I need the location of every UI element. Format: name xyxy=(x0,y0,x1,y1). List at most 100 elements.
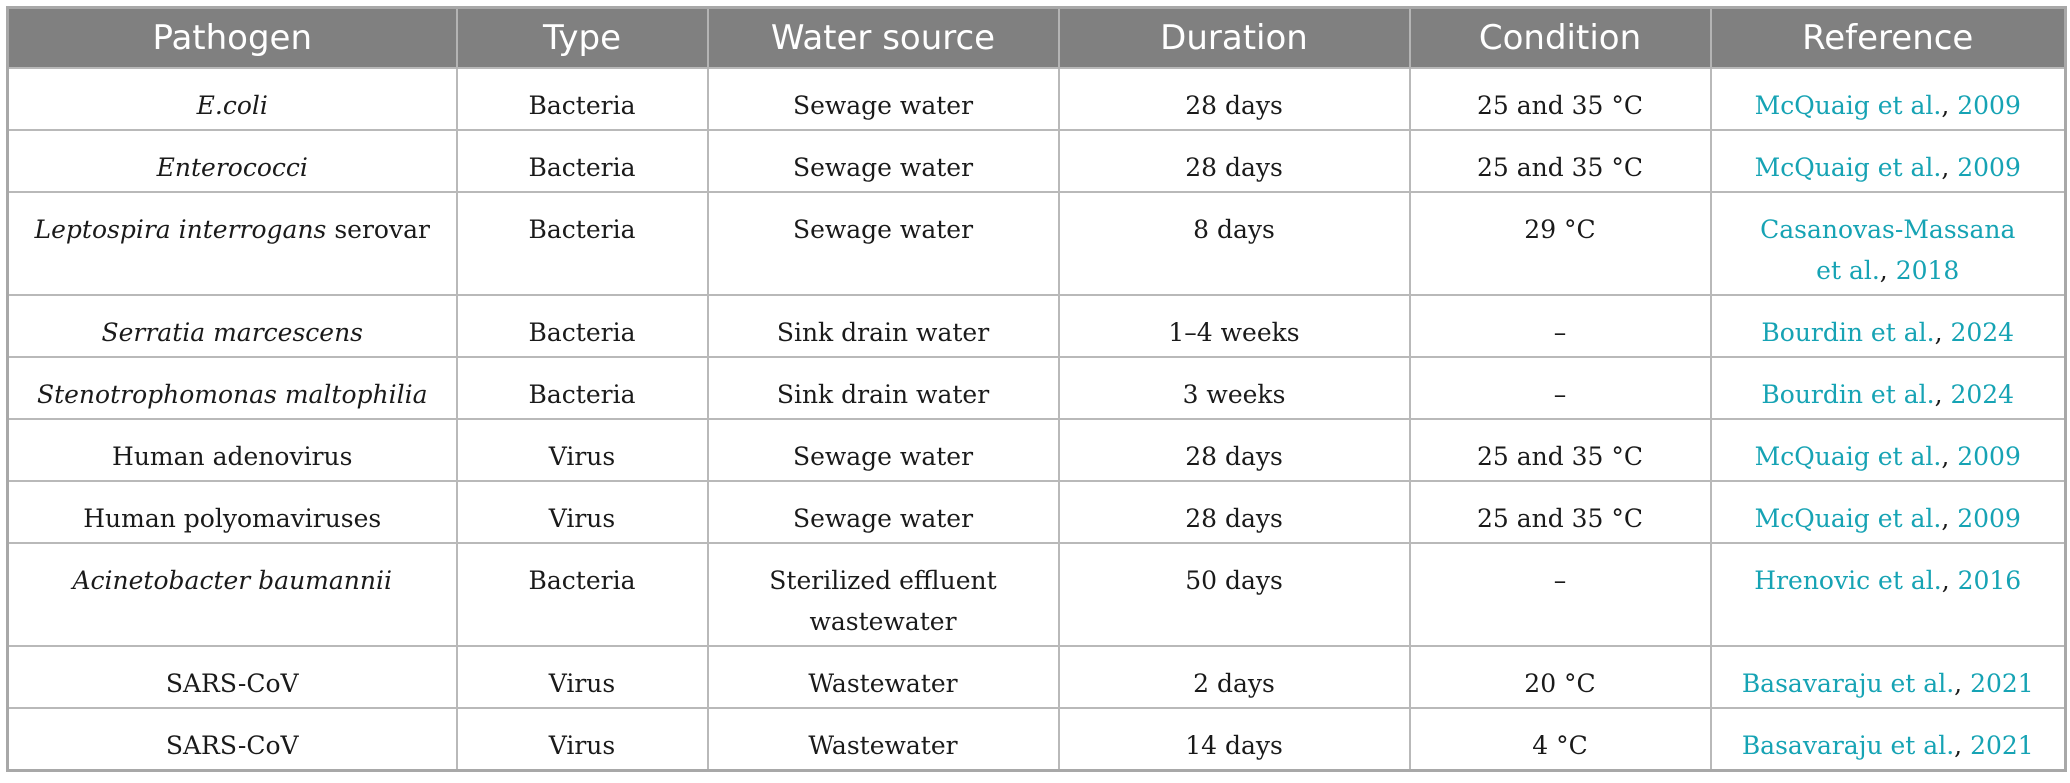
table-row: Acinetobacter baumannii Bacteria Sterilize… xyxy=(6,542,2067,647)
cell-condition: 29 °C xyxy=(1408,191,1712,296)
cell-pathogen: Acinetobacter baumannii xyxy=(6,542,458,647)
header-pathogen: Pathogen xyxy=(6,7,458,68)
cell-reference: McQuaig et al., 2009 xyxy=(1709,129,2067,193)
reference-separator: , xyxy=(1879,256,1896,285)
cell-water-source: Sewage water xyxy=(706,67,1060,131)
header-condition: Condition xyxy=(1408,7,1712,68)
cell-reference: McQuaig et al., 2009 xyxy=(1709,418,2067,482)
reference-separator: , xyxy=(1941,442,1958,471)
cell-condition: – xyxy=(1408,356,1712,420)
cell-type: Bacteria xyxy=(455,67,709,131)
table-row: Human polyomaviruses Virus Sewage water 28 … xyxy=(6,480,2067,544)
pathogen-name-italic: Leptospira interrogans xyxy=(34,215,327,244)
pathogen-name-plain: SARS-CoV xyxy=(165,669,299,698)
cell-pathogen: Human adenovirus xyxy=(6,418,458,482)
cell-water-source: Sterilized effluent wastewater xyxy=(706,542,1060,647)
cell-condition: 20 °C xyxy=(1408,645,1712,709)
pathogen-name-italic: Stenotrophomonas maltophilia xyxy=(36,380,428,409)
reference-author-link[interactable]: Bourdin et al. xyxy=(1761,380,1935,409)
reference-separator: , xyxy=(1934,318,1951,347)
pathogen-name-italic: Acinetobacter baumannii xyxy=(72,566,392,595)
cell-pathogen: SARS-CoV xyxy=(6,645,458,709)
table-row: Serratia marcescens Bacteria Sink drain wa… xyxy=(6,294,2067,358)
reference-separator: , xyxy=(1941,504,1958,533)
reference-author-link[interactable]: Basavaraju et al. xyxy=(1741,731,1955,760)
cell-duration: 28 days xyxy=(1057,129,1411,193)
cell-water-source: Sewage water xyxy=(706,129,1060,193)
cell-duration: 50 days xyxy=(1057,542,1411,647)
reference-author-link[interactable]: McQuaig et al. xyxy=(1754,153,1942,182)
cell-duration: 8 days xyxy=(1057,191,1411,296)
pathogen-name-italic: E.coli xyxy=(196,91,268,120)
cell-duration: 28 days xyxy=(1057,418,1411,482)
cell-water-source: Sewage water xyxy=(706,480,1060,544)
pathogen-survival-table: Pathogen Type Water source Duration Cond… xyxy=(6,6,2067,772)
header-row: Pathogen Type Water source Duration Cond… xyxy=(6,7,2067,68)
table-header: Pathogen Type Water source Duration Cond… xyxy=(6,7,2067,68)
reference-year-link[interactable]: 2021 xyxy=(1970,731,2034,760)
reference-author-link[interactable]: McQuaig et al. xyxy=(1754,504,1942,533)
cell-duration: 28 days xyxy=(1057,480,1411,544)
reference-year-link[interactable]: 2024 xyxy=(1950,318,2015,347)
table-row: Leptospira interrogans serovar Bacteria Se… xyxy=(6,191,2067,296)
cell-pathogen: E.coli xyxy=(6,67,458,131)
cell-pathogen: Human polyomaviruses xyxy=(6,480,458,544)
cell-water-source: Sink drain water xyxy=(706,294,1060,358)
pathogen-name-plain: SARS-CoV xyxy=(165,731,299,760)
cell-pathogen: SARS-CoV xyxy=(6,707,458,772)
header-type: Type xyxy=(455,7,709,68)
reference-year-link[interactable]: 2016 xyxy=(1957,566,2022,595)
header-duration: Duration xyxy=(1057,7,1411,68)
cell-duration: 3 weeks xyxy=(1057,356,1411,420)
reference-separator: , xyxy=(1954,669,1971,698)
table-row: E.coli Bacteria Sewage water 28 days 25 and … xyxy=(6,67,2067,131)
reference-year-link[interactable]: 2024 xyxy=(1950,380,2015,409)
cell-reference: Basavaraju et al., 2021 xyxy=(1709,645,2067,709)
reference-author-link[interactable]: McQuaig et al. xyxy=(1754,91,1942,120)
cell-condition: 25 and 35 °C xyxy=(1408,480,1712,544)
cell-type: Bacteria xyxy=(455,542,709,647)
cell-condition: 25 and 35 °C xyxy=(1408,418,1712,482)
table-row: Human adenovirus Virus Sewage water 28 days… xyxy=(6,418,2067,482)
reference-author-link-cont[interactable]: et al. xyxy=(1816,256,1880,285)
cell-pathogen: Stenotrophomonas maltophilia xyxy=(6,356,458,420)
table-body: E.coli Bacteria Sewage water 28 days 25 and … xyxy=(6,67,2067,772)
cell-condition: 25 and 35 °C xyxy=(1408,67,1712,131)
reference-author-link[interactable]: Casanovas-Massana xyxy=(1760,215,2016,244)
reference-year-link[interactable]: 2009 xyxy=(1957,504,2021,533)
table-row: Stenotrophomonas maltophilia Bacteria Sink… xyxy=(6,356,2067,420)
cell-type: Virus xyxy=(455,480,709,544)
cell-duration: 28 days xyxy=(1057,67,1411,131)
reference-author-link[interactable]: McQuaig et al. xyxy=(1754,442,1942,471)
reference-author-link[interactable]: Basavaraju et al. xyxy=(1741,669,1955,698)
reference-year-link[interactable]: 2009 xyxy=(1957,91,2021,120)
cell-type: Virus xyxy=(455,418,709,482)
cell-water-source: Sewage water xyxy=(706,418,1060,482)
reference-year-link[interactable]: 2018 xyxy=(1895,256,1960,285)
cell-pathogen: Enterococci xyxy=(6,129,458,193)
cell-water-source: Wastewater xyxy=(706,707,1060,772)
pathogen-name-plain: Human adenovirus xyxy=(112,442,353,471)
reference-separator: , xyxy=(1934,380,1951,409)
reference-separator: , xyxy=(1954,731,1971,760)
pathogen-name-plain: Human polyomaviruses xyxy=(83,504,382,533)
cell-reference: McQuaig et al., 2009 xyxy=(1709,67,2067,131)
reference-author-link[interactable]: Hrenovic et al. xyxy=(1754,566,1942,595)
cell-condition: 25 and 35 °C xyxy=(1408,129,1712,193)
table-row: SARS-CoV Virus Wastewater 14 days 4 °C Basava… xyxy=(6,707,2067,772)
cell-water-source: Wastewater xyxy=(706,645,1060,709)
reference-year-link[interactable]: 2009 xyxy=(1957,442,2021,471)
header-water-source: Water source xyxy=(706,7,1060,68)
cell-duration: 1–4 weeks xyxy=(1057,294,1411,358)
reference-year-link[interactable]: 2021 xyxy=(1970,669,2034,698)
reference-separator: , xyxy=(1941,91,1958,120)
cell-condition: – xyxy=(1408,542,1712,647)
cell-reference: Bourdin et al., 2024 xyxy=(1709,294,2067,358)
cell-duration: 2 days xyxy=(1057,645,1411,709)
reference-author-link[interactable]: Bourdin et al. xyxy=(1761,318,1935,347)
cell-type: Bacteria xyxy=(455,191,709,296)
reference-year-link[interactable]: 2009 xyxy=(1957,153,2021,182)
pathogen-name-italic: Enterococci xyxy=(156,153,308,182)
cell-reference: Hrenovic et al., 2016 xyxy=(1709,542,2067,647)
cell-type: Virus xyxy=(455,645,709,709)
